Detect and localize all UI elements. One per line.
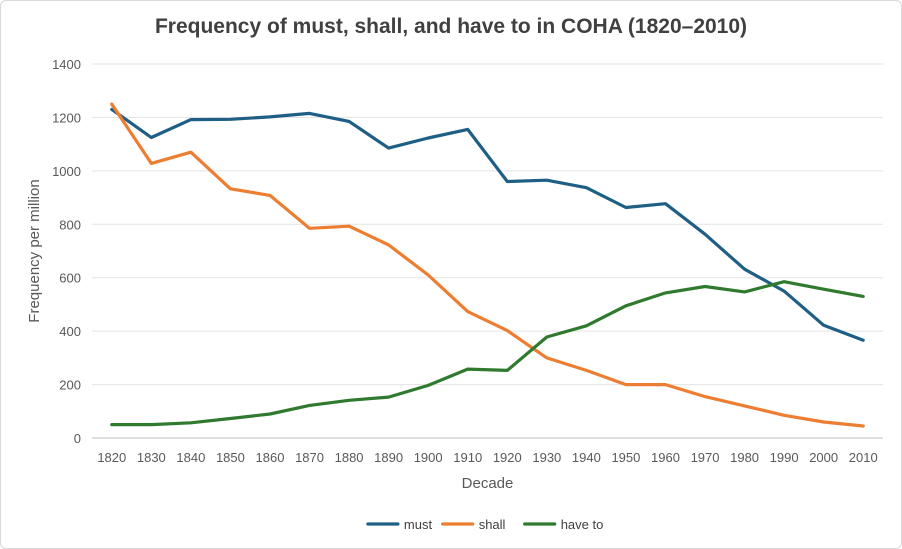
x-tick-label: 1920 <box>493 450 522 465</box>
x-tick-label: 1960 <box>651 450 680 465</box>
x-tick-label: 1910 <box>453 450 482 465</box>
y-tick-label: 800 <box>59 217 81 232</box>
y-tick-label: 1400 <box>52 57 81 72</box>
x-tick-label: 2010 <box>849 450 878 465</box>
x-tick-label: 1880 <box>335 450 364 465</box>
y-tick-label: 1000 <box>52 164 81 179</box>
x-tick-label: 2000 <box>809 450 838 465</box>
x-tick-label: 1870 <box>295 450 324 465</box>
x-tick-label: 1990 <box>770 450 799 465</box>
series-line-have-to <box>110 280 865 427</box>
y-tick-label: 400 <box>59 324 81 339</box>
x-tick-label: 1850 <box>216 450 245 465</box>
legend-label: shall <box>479 517 506 532</box>
series-line-shall <box>110 102 865 428</box>
series-line-must <box>110 107 865 342</box>
y-tick-label: 600 <box>59 271 81 286</box>
x-tick-label: 1900 <box>414 450 443 465</box>
x-tick-label: 1940 <box>572 450 601 465</box>
x-tick-label: 1950 <box>611 450 640 465</box>
x-tick-label: 1930 <box>532 450 561 465</box>
x-tick-label: 1840 <box>176 450 205 465</box>
legend-label: must <box>404 517 433 532</box>
y-tick-label: 0 <box>74 431 81 446</box>
x-tick-label: 1830 <box>137 450 166 465</box>
y-tick-label: 200 <box>59 378 81 393</box>
x-tick-label: 1860 <box>256 450 285 465</box>
chart-title: Frequency of must, shall, and have to in… <box>154 15 748 38</box>
y-axis-label: Frequency per million <box>26 179 43 322</box>
x-axis-label: Decade <box>462 475 514 492</box>
x-tick-label: 1980 <box>730 450 759 465</box>
legend-label: have to <box>561 517 604 532</box>
x-tick-label: 1820 <box>97 450 126 465</box>
x-tick-label: 1970 <box>691 450 720 465</box>
y-tick-label: 1200 <box>52 110 81 125</box>
x-tick-label: 1890 <box>374 450 403 465</box>
